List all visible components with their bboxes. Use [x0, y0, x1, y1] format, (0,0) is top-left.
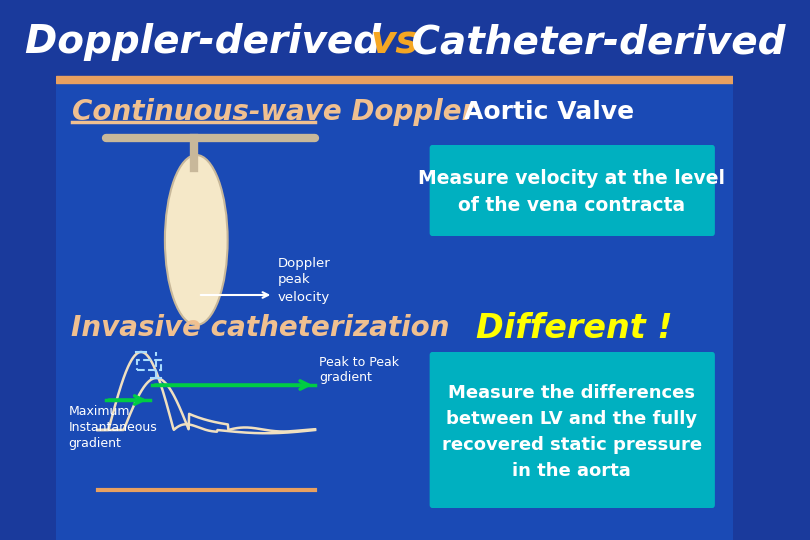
Text: Catheter-derived: Catheter-derived	[398, 23, 786, 61]
Text: Maximum
Instantaneous
gradient: Maximum Instantaneous gradient	[68, 405, 157, 450]
Text: Measure the differences
between LV and the fully
recovered static pressure
in th: Measure the differences between LV and t…	[441, 384, 702, 480]
Ellipse shape	[165, 155, 228, 325]
Text: Peak to Peak
gradient: Peak to Peak gradient	[319, 355, 399, 384]
FancyBboxPatch shape	[429, 145, 715, 236]
Bar	[137, 360, 160, 370]
FancyBboxPatch shape	[429, 352, 715, 508]
Bar	[56, 0, 733, 78]
Text: Aortic Valve: Aortic Valve	[464, 100, 634, 124]
Bar	[56, 76, 733, 83]
Text: Continuous-wave Doppler: Continuous-wave Doppler	[72, 98, 475, 126]
Bar	[56, 83, 733, 540]
Text: Doppler
peak
velocity: Doppler peak velocity	[277, 256, 330, 303]
Text: Invasive catheterization: Invasive catheterization	[70, 314, 450, 342]
Text: vs: vs	[370, 23, 419, 61]
Text: Doppler-derived: Doppler-derived	[25, 23, 394, 61]
Text: Measure velocity at the level
of the vena contracta: Measure velocity at the level of the ven…	[418, 169, 725, 215]
Text: Different !: Different !	[476, 312, 672, 345]
